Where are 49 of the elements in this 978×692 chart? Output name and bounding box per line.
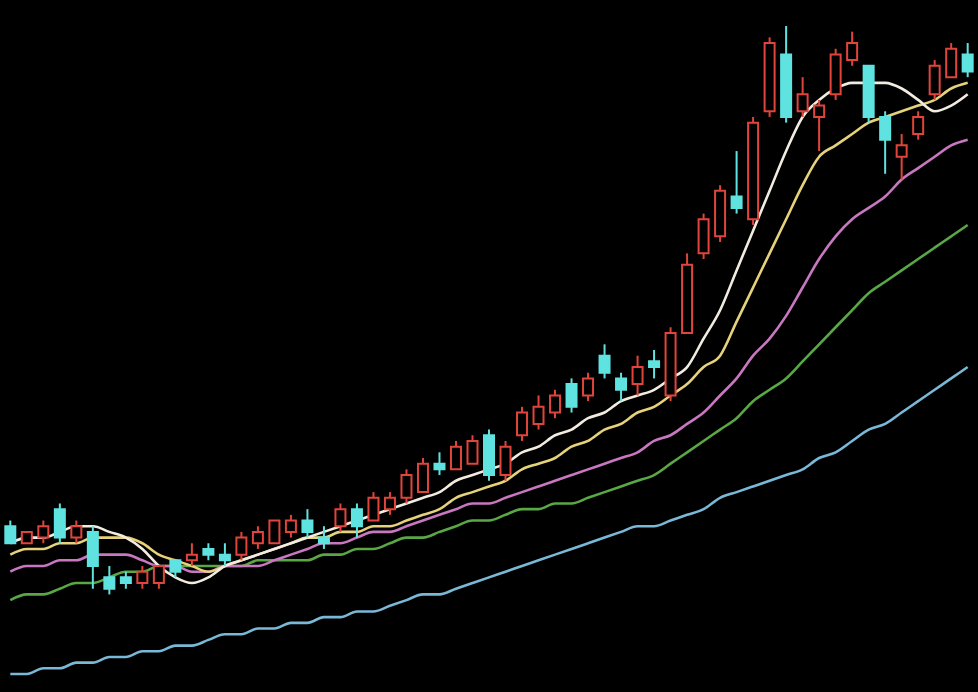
candlestick <box>400 468 413 505</box>
candlestick <box>945 42 958 79</box>
candlestick <box>433 451 446 477</box>
candlestick <box>334 502 347 533</box>
candlestick <box>383 491 396 516</box>
candlestick <box>796 76 809 118</box>
candlestick <box>532 394 545 431</box>
candlestick <box>598 343 611 380</box>
candlestick <box>648 349 661 380</box>
candlestick <box>895 133 908 181</box>
candlestick <box>53 502 66 545</box>
candlestick <box>136 565 149 590</box>
candlestick <box>218 542 231 567</box>
candlestick <box>631 354 644 397</box>
candlestick <box>846 30 859 67</box>
candlestick <box>235 530 248 562</box>
candlestick <box>268 519 281 545</box>
candlestick <box>86 525 99 590</box>
candlestick <box>714 184 727 243</box>
candlestick <box>730 150 743 215</box>
candlestick <box>185 542 198 567</box>
candlestick <box>350 502 363 539</box>
candlestick <box>615 371 628 403</box>
candlestick <box>565 377 578 414</box>
candlestick <box>549 388 562 420</box>
candlestick <box>912 110 925 141</box>
candlestick <box>4 519 17 545</box>
candlestick <box>449 439 462 471</box>
candlestick <box>961 42 974 79</box>
candlestick <box>466 434 479 465</box>
candlestick <box>499 439 512 482</box>
candlestick <box>103 565 116 596</box>
candlestick <box>301 508 314 539</box>
candlestick <box>152 565 165 590</box>
candlestick <box>879 110 892 175</box>
candlestick <box>416 457 429 494</box>
candlestick <box>251 525 264 550</box>
candlestick <box>697 212 710 261</box>
candlestick <box>317 525 330 550</box>
candlestick <box>284 513 297 539</box>
candlestick <box>483 428 495 482</box>
candlestick <box>582 371 595 403</box>
candlestick <box>928 59 941 101</box>
candlestick <box>516 405 529 442</box>
candlestick <box>829 47 842 101</box>
candlestick <box>813 98 826 153</box>
candlestick <box>70 519 83 545</box>
candlestick <box>367 491 380 522</box>
candlestick <box>37 519 50 545</box>
